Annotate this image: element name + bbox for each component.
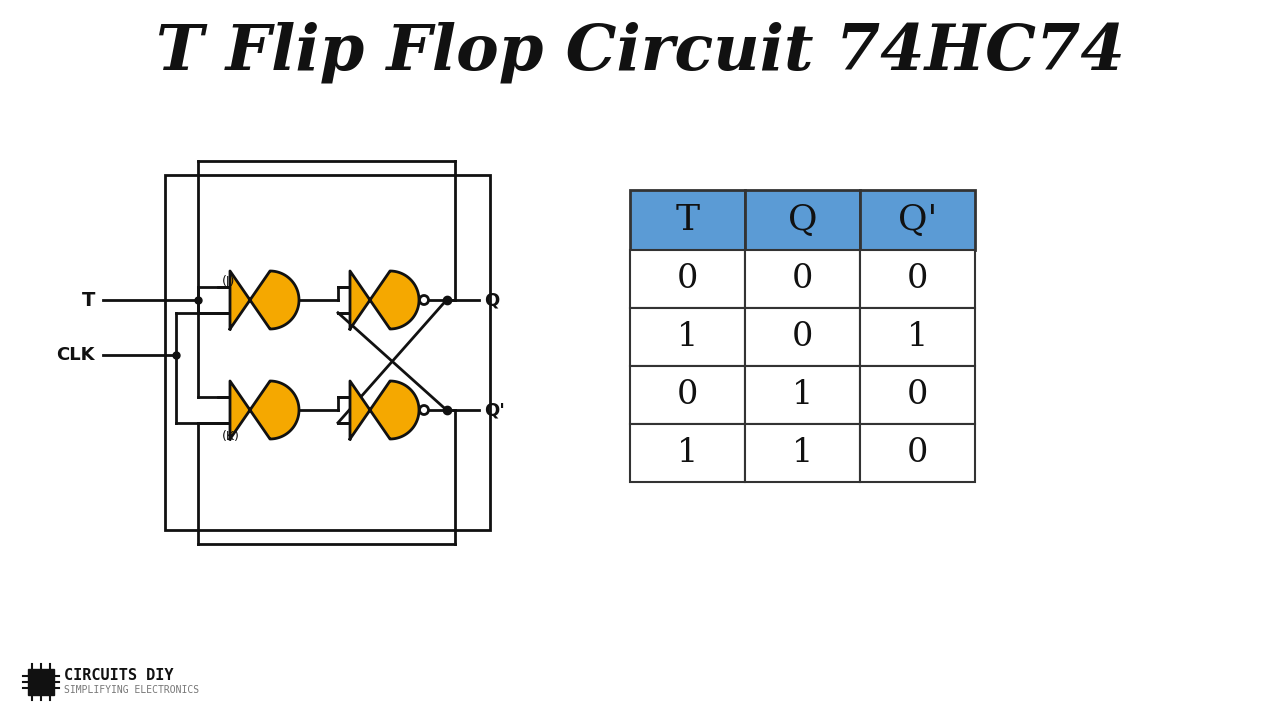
- Bar: [630, 366, 745, 424]
- Bar: [860, 250, 975, 308]
- Text: 1: 1: [677, 321, 698, 353]
- Text: Q: Q: [787, 203, 817, 237]
- Bar: [745, 190, 860, 250]
- Text: 1: 1: [677, 437, 698, 469]
- Text: 1: 1: [792, 437, 813, 469]
- Polygon shape: [230, 381, 300, 439]
- Text: Q': Q': [897, 203, 937, 237]
- Text: 0: 0: [792, 263, 813, 295]
- Bar: [745, 308, 860, 366]
- Text: 1: 1: [792, 379, 813, 411]
- Bar: [860, 308, 975, 366]
- Polygon shape: [230, 271, 300, 329]
- Polygon shape: [349, 381, 419, 439]
- Bar: [745, 424, 860, 482]
- Bar: [28, 669, 54, 695]
- Text: (J): (J): [221, 275, 236, 288]
- Text: CIRCUITS DIY: CIRCUITS DIY: [64, 668, 174, 683]
- Polygon shape: [349, 271, 419, 329]
- Text: T Flip Flop Circuit 74HC74: T Flip Flop Circuit 74HC74: [155, 22, 1125, 83]
- Bar: [630, 250, 745, 308]
- Text: Q: Q: [485, 291, 499, 309]
- Text: CLK: CLK: [56, 346, 95, 364]
- Circle shape: [420, 295, 429, 305]
- Text: 0: 0: [906, 437, 928, 469]
- Bar: [745, 366, 860, 424]
- Text: T: T: [676, 203, 700, 237]
- Text: T: T: [82, 290, 95, 310]
- Text: 0: 0: [906, 263, 928, 295]
- Text: 0: 0: [677, 379, 698, 411]
- Bar: [745, 250, 860, 308]
- Text: (K): (K): [221, 430, 239, 443]
- Bar: [860, 424, 975, 482]
- Text: 0: 0: [906, 379, 928, 411]
- Text: 0: 0: [677, 263, 698, 295]
- Circle shape: [420, 405, 429, 415]
- Bar: [630, 190, 745, 250]
- Bar: [860, 190, 975, 250]
- Text: Q': Q': [485, 401, 506, 419]
- Text: SIMPLIFYING ELECTRONICS: SIMPLIFYING ELECTRONICS: [64, 685, 200, 695]
- Bar: [860, 366, 975, 424]
- Bar: [165, 175, 490, 530]
- Bar: [630, 308, 745, 366]
- Bar: [630, 424, 745, 482]
- Text: 1: 1: [906, 321, 928, 353]
- Text: 0: 0: [792, 321, 813, 353]
